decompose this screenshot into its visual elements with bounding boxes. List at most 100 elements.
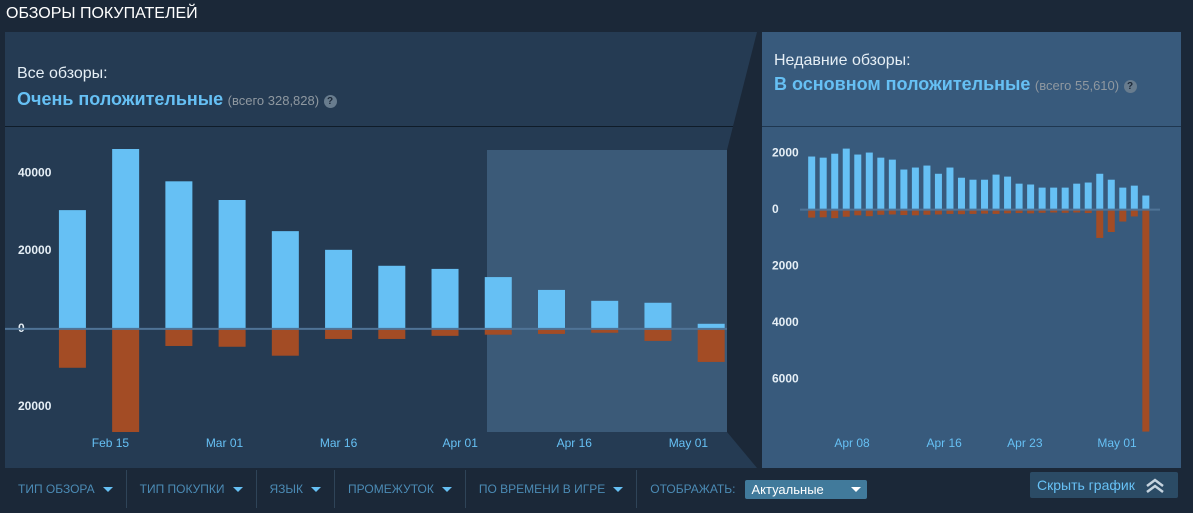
bar [537,289,565,329]
bar [58,328,86,368]
filter[interactable]: ЯЗЫК [257,470,336,508]
bar [969,179,977,210]
y-tick-label: 2000 [772,258,799,272]
bar [1096,173,1104,210]
y-tick-label: 2000 [772,145,799,159]
filter-label: ПО ВРЕМЕНИ В ИГРЕ [478,482,606,496]
bar [218,200,246,329]
bar [842,148,850,210]
bar [957,209,965,215]
bar [1130,209,1138,217]
bar [1015,183,1023,210]
display-label: ОТОБРАЖАТЬ: [650,482,736,496]
section-title: ОБЗОРЫ ПОКУПАТЕЛЕЙ [6,5,198,22]
bar [484,328,512,335]
bar [946,167,954,210]
panel-header: Все обзоры: Очень положительные (всего 3… [17,65,717,110]
filter[interactable]: ТИП ОБЗОРА [5,470,127,508]
bar [831,153,839,210]
bar [1027,209,1035,214]
help-icon[interactable]: ? [323,95,337,108]
y-tick-label: 20000 [18,243,52,257]
x-tick-label: Feb 15 [92,436,130,450]
bar [378,328,406,339]
divider [5,126,757,127]
bar [644,302,672,329]
filter[interactable]: ПРОМЕЖУТОК [335,470,466,508]
collapse-icon [1146,478,1164,493]
bar [1107,209,1115,233]
bar [1142,195,1150,210]
bar [808,156,816,210]
bar [819,209,827,218]
bar [431,328,459,336]
bar [218,328,246,347]
x-tick-label: Apr 01 [443,436,479,450]
bar [165,181,193,329]
filter-bar: ТИП ОБЗОРА ТИП ПОКУПКИ ЯЗЫК ПРОМЕЖУТОК П… [5,470,1020,508]
bar [992,174,1000,210]
x-tick-label: Apr 16 [927,436,963,450]
bar [923,165,931,210]
bar [911,167,919,210]
bar [934,209,942,215]
filter[interactable]: ТИП ПОКУПКИ [127,470,257,508]
display-value: Актуальные [751,481,824,497]
bar [1027,184,1035,210]
bar [923,209,931,215]
bar [900,169,908,210]
bar [1119,209,1127,222]
bar [854,154,862,210]
panel-header: Недавние обзоры: В основном положительны… [774,50,1144,95]
bar [831,209,839,219]
panel-label: Все обзоры: [17,65,108,82]
bar [865,209,873,217]
bar [271,231,299,329]
bar [697,328,725,362]
bar [325,328,353,339]
bar [1061,187,1069,210]
filter-label: ТИП ОБЗОРА [18,482,95,496]
bar [378,265,406,329]
bar [591,328,619,333]
bar [888,159,896,210]
y-tick-label: 6000 [772,371,799,385]
bar [1073,209,1081,213]
bar [1073,183,1081,210]
bar [1050,187,1058,210]
x-tick-label: Apr 23 [1007,436,1043,450]
bar [981,209,989,214]
bar [591,300,619,329]
bar [112,328,140,432]
display-select[interactable]: Актуальные [745,479,868,499]
bar [854,209,862,216]
help-icon[interactable]: ? [1123,80,1137,93]
bar [819,157,827,210]
bar [697,323,725,329]
x-tick-label: Apr 16 [557,436,593,450]
bar [1038,209,1046,213]
bar [165,328,193,346]
bar [992,209,1000,214]
bar [537,328,565,334]
button-label: Скрыть график [1037,477,1135,493]
connector [727,32,762,468]
bar [877,209,885,215]
bar [58,210,86,329]
bar [888,209,896,215]
bar [1004,209,1012,214]
review-total: (всего 55,610) [1034,78,1120,93]
filter-label: ПРОМЕЖУТОК [348,482,434,496]
bar [484,277,512,329]
bar [1061,209,1069,213]
review-total: (всего 328,828) [227,93,320,108]
bar [1142,209,1150,432]
y-tick-label: 0 [772,202,779,216]
bar [644,328,672,341]
filter[interactable]: ПО ВРЕМЕНИ В ИГРЕ [466,470,638,508]
bar [1107,179,1115,210]
hide-graph-button[interactable]: Скрыть график [1030,472,1178,498]
filter-label: ТИП ПОКУПКИ [139,482,225,496]
rating: Очень положительные [17,89,224,109]
bar [1130,185,1138,210]
